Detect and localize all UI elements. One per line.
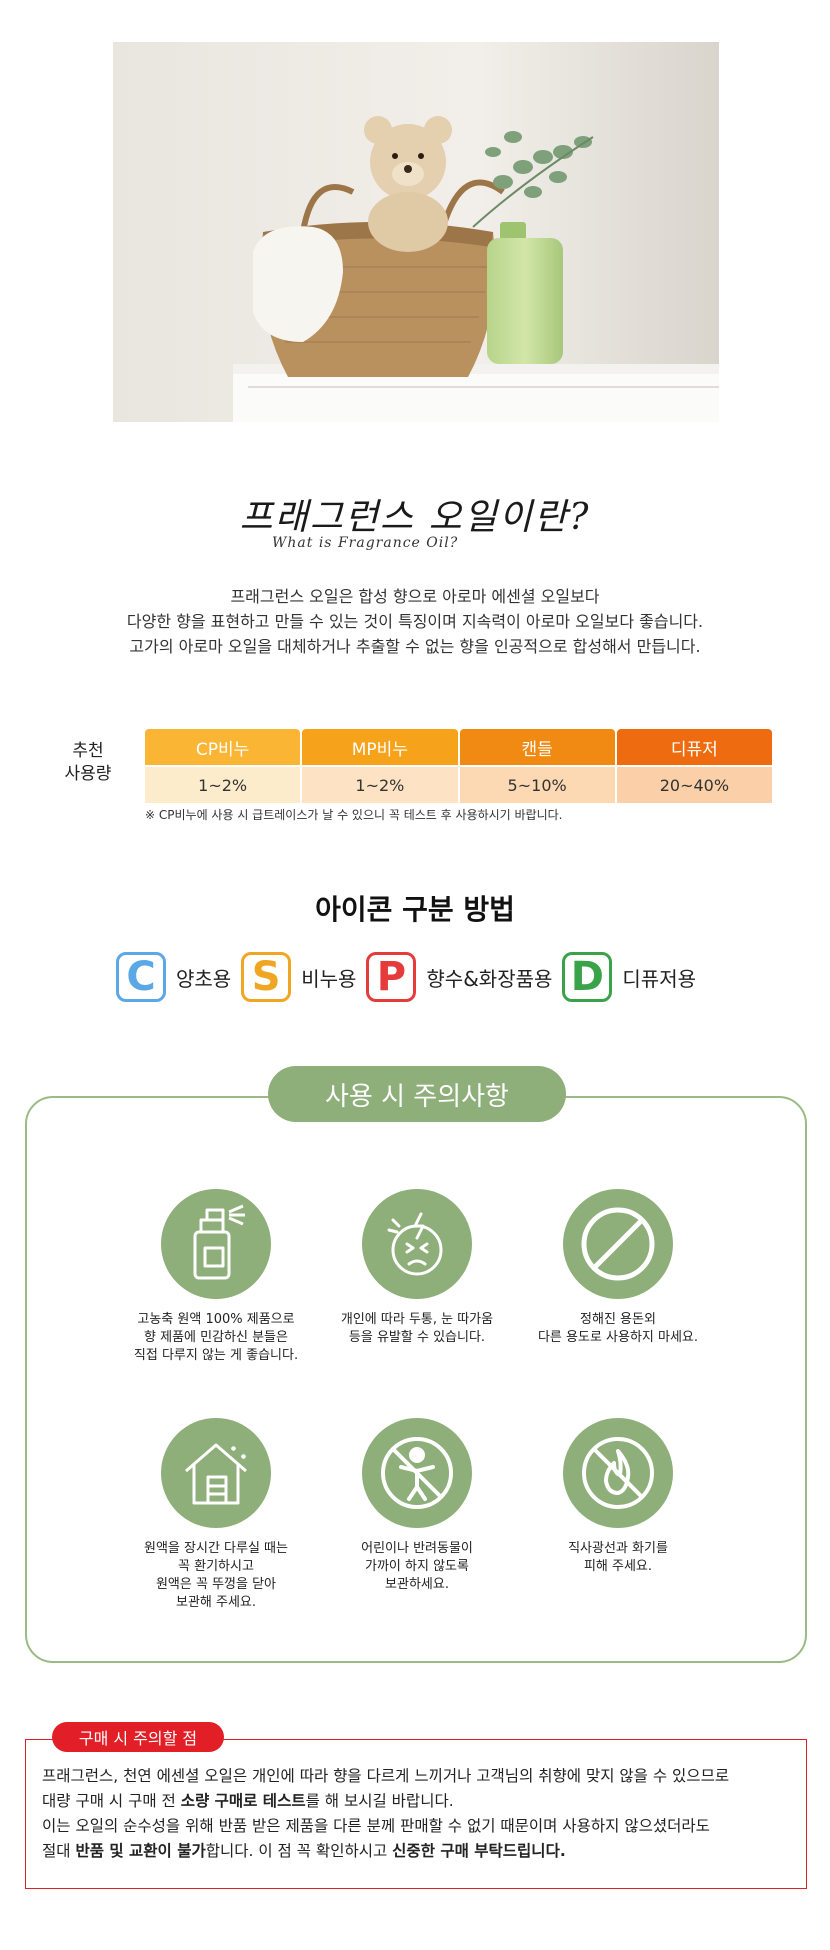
p-badge-icon: P — [366, 952, 417, 1002]
caution-line: 정해진 용돈외 — [580, 1312, 656, 1327]
caution-line: 원액은 꼭 뚜껑을 닫아 — [155, 1577, 277, 1592]
purchase-note-text: 프래그런스, 천연 에센셜 오일은 개인에 따라 향을 다르게 느끼거나 고객님… — [42, 1764, 802, 1864]
caution-line: 피해 주세요. — [583, 1559, 653, 1574]
usage-table: CP비누 MP비누 캔들 디퓨저 1~2% 1~2% 5~10% 20~40% — [145, 729, 772, 803]
intro-line: 프래그런스 오일은 합성 향으로 아로마 에센셜 오일보다 — [230, 587, 600, 606]
caution-text: 정해진 용돈외 다른 용도로 사용하지 마세요. — [498, 1311, 738, 1347]
caution-text: 직사광선과 화기를 피해 주세요. — [498, 1540, 738, 1576]
purchase-text: 합니다. 이 점 꼭 확인하시고 — [205, 1842, 393, 1860]
legend-item-candle: C 양초용 — [116, 952, 231, 1002]
caution-line: 직접 다루지 않는 게 좋습니다. — [133, 1348, 299, 1363]
icon-legend: C 양초용 S 비누용 P 향수&화장품용 D 디퓨저용 — [116, 952, 706, 1002]
purchase-note-box — [25, 1739, 807, 1889]
caution-item: 개인에 따라 두통, 눈 따가움 등을 유발할 수 있습니다. — [297, 1189, 537, 1347]
purchase-line: 절대 반품 및 교환이 불가합니다. 이 점 꼭 확인하시고 신중한 구매 부탁… — [42, 1839, 802, 1864]
caution-line: 다른 용도로 사용하지 마세요. — [537, 1330, 699, 1345]
caution-line: 보관해 주세요. — [175, 1595, 257, 1610]
no-children-icon — [362, 1418, 472, 1528]
house-ventilation-icon — [161, 1418, 271, 1528]
section-subtitle: What is Fragrance Oil? — [272, 535, 459, 551]
purchase-text: 를 해 보시길 바랍니다. — [305, 1792, 454, 1810]
caution-line: 보관하세요. — [385, 1577, 449, 1592]
headache-face-icon — [362, 1189, 472, 1299]
purchase-emphasis: 신중한 구매 부탁드립니다. — [392, 1842, 566, 1860]
caution-item: 직사광선과 화기를 피해 주세요. — [498, 1418, 738, 1576]
caution-line: 직사광선과 화기를 — [568, 1541, 668, 1556]
caution-item: 어린이나 반려동물이 가까이 하지 않도록 보관하세요. — [297, 1418, 537, 1594]
caution-line: 개인에 따라 두통, 눈 따가움 — [340, 1312, 494, 1327]
intro-text: 프래그런스 오일은 합성 향으로 아로마 에센셜 오일보다 다양한 향을 표현하… — [0, 584, 830, 659]
usage-value-candle: 5~10% — [459, 767, 615, 803]
caution-line: 가까이 하지 않도록 — [365, 1559, 469, 1574]
section-title: 프래그런스 오일이란? — [239, 497, 591, 538]
caution-text: 고농축 원액 100% 제품으로 향 제품에 민감하신 분들은 직접 다루지 않… — [96, 1311, 336, 1365]
caution-line: 꼭 환기하시고 — [178, 1559, 254, 1574]
caution-line: 등을 유발할 수 있습니다. — [348, 1330, 486, 1345]
purchase-emphasis: 소량 구매로 테스트 — [180, 1792, 306, 1810]
usage-label: 추천 사용량 — [58, 740, 118, 786]
purchase-line: 프래그런스, 천연 에센셜 오일은 개인에 따라 향을 다르게 느끼거나 고객님… — [42, 1767, 730, 1785]
legend-item-soap: S 비누용 — [241, 952, 356, 1002]
spray-bottle-icon — [161, 1189, 271, 1299]
caution-text: 개인에 따라 두통, 눈 따가움 등을 유발할 수 있습니다. — [297, 1311, 537, 1347]
legend-item-perfume: P 향수&화장품용 — [366, 952, 552, 1002]
d-badge-icon: D — [562, 952, 613, 1002]
legend-label: 양초용 — [176, 966, 232, 991]
caution-text: 원액을 장시간 다루실 때는 꼭 환기하시고 원액은 꼭 뚜껑을 닫아 보관해 … — [96, 1540, 336, 1612]
purchase-note-title: 구매 시 주의할 점 — [52, 1722, 224, 1752]
intro-line: 다양한 향을 표현하고 만들 수 있는 것이 특징이며 지속력이 아로마 오일보… — [126, 612, 704, 631]
purchase-emphasis: 반품 및 교환이 불가 — [75, 1842, 206, 1860]
no-fire-icon — [563, 1418, 673, 1528]
usage-label-line: 추천 — [72, 741, 104, 761]
usage-header-cp: CP비누 — [145, 729, 301, 765]
caution-line: 원액을 장시간 다루실 때는 — [144, 1541, 288, 1556]
usage-header-candle: 캔들 — [459, 729, 615, 765]
c-badge-icon: C — [116, 952, 166, 1002]
usage-note: ※ CP비누에 사용 시 급트레이스가 날 수 있으니 꼭 테스트 후 사용하시… — [145, 808, 563, 822]
usage-label-line: 사용량 — [64, 764, 112, 784]
s-badge-icon: S — [241, 952, 292, 1002]
intro-line: 고가의 아로마 오일을 대체하거나 추출할 수 없는 향을 인공적으로 합성해서… — [129, 637, 701, 656]
purchase-text: 절대 — [42, 1842, 76, 1860]
legend-label: 비누용 — [301, 966, 357, 991]
usage-header-mp: MP비누 — [302, 729, 458, 765]
prohibited-icon — [563, 1189, 673, 1299]
usage-value-diffuser: 20~40% — [616, 767, 772, 803]
caution-line: 향 제품에 민감하신 분들은 — [144, 1330, 288, 1345]
hero-image — [113, 42, 719, 422]
legend-label: 디퓨저용 — [622, 966, 697, 991]
purchase-line: 대량 구매 시 구매 전 소량 구매로 테스트를 해 보시길 바랍니다. — [42, 1789, 802, 1814]
legend-title: 아이콘 구분 방법 — [315, 893, 515, 926]
caution-line: 어린이나 반려동물이 — [361, 1541, 473, 1556]
caution-item: 고농축 원액 100% 제품으로 향 제품에 민감하신 분들은 직접 다루지 않… — [96, 1189, 336, 1365]
purchase-line: 이는 오일의 순수성을 위해 반품 받은 제품을 다른 분께 판매할 수 없기 … — [42, 1817, 710, 1835]
usage-value-mp: 1~2% — [302, 767, 458, 803]
caution-title: 사용 시 주의사항 — [268, 1066, 566, 1122]
usage-value-cp: 1~2% — [145, 767, 301, 803]
caution-line: 고농축 원액 100% 제품으로 — [137, 1312, 295, 1327]
usage-header-diffuser: 디퓨저 — [616, 729, 772, 765]
purchase-text: 대량 구매 시 구매 전 — [42, 1792, 181, 1810]
caution-item: 정해진 용돈외 다른 용도로 사용하지 마세요. — [498, 1189, 738, 1347]
legend-label: 향수&화장품용 — [426, 966, 553, 991]
legend-item-diffuser: D 디퓨저용 — [562, 952, 696, 1002]
caution-item: 원액을 장시간 다루실 때는 꼭 환기하시고 원액은 꼭 뚜껑을 닫아 보관해 … — [96, 1418, 336, 1612]
caution-text: 어린이나 반려동물이 가까이 하지 않도록 보관하세요. — [297, 1540, 537, 1594]
